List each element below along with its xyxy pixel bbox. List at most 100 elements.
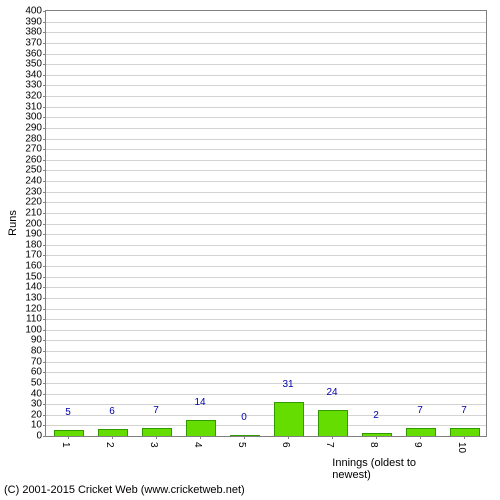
gridline bbox=[46, 224, 486, 225]
gridline bbox=[46, 319, 486, 320]
ytick-mark bbox=[43, 372, 46, 373]
ytick-label: 200 bbox=[25, 218, 42, 229]
gridline bbox=[46, 107, 486, 108]
ytick-mark bbox=[43, 192, 46, 193]
copyright-text: (C) 2001-2015 Cricket Web (www.cricketwe… bbox=[4, 484, 245, 496]
ytick-mark bbox=[43, 436, 46, 437]
ytick-mark bbox=[43, 54, 46, 55]
xtick-label: 6 bbox=[280, 442, 291, 448]
xtick-mark bbox=[244, 436, 245, 439]
gridline bbox=[46, 245, 486, 246]
gridline bbox=[46, 139, 486, 140]
ytick-mark bbox=[43, 85, 46, 86]
ytick-label: 270 bbox=[25, 144, 42, 155]
ytick-label: 120 bbox=[25, 303, 42, 314]
ytick-mark bbox=[43, 415, 46, 416]
gridline bbox=[46, 255, 486, 256]
gridline bbox=[46, 149, 486, 150]
ytick-mark bbox=[43, 266, 46, 267]
gridline bbox=[46, 128, 486, 129]
gridline bbox=[46, 117, 486, 118]
ytick-label: 150 bbox=[25, 271, 42, 282]
ytick-mark bbox=[43, 319, 46, 320]
ytick-mark bbox=[43, 404, 46, 405]
bar bbox=[406, 428, 437, 436]
ytick-label: 230 bbox=[25, 186, 42, 197]
gridline bbox=[46, 277, 486, 278]
xtick-mark bbox=[332, 436, 333, 439]
gridline bbox=[46, 372, 486, 373]
ytick-mark bbox=[43, 362, 46, 363]
ytick-label: 380 bbox=[25, 27, 42, 38]
ytick-label: 220 bbox=[25, 197, 42, 208]
gridline bbox=[46, 298, 486, 299]
bar bbox=[318, 410, 349, 437]
ytick-label: 190 bbox=[25, 229, 42, 240]
ytick-mark bbox=[43, 170, 46, 171]
xtick-label: 7 bbox=[324, 442, 335, 448]
gridline bbox=[46, 351, 486, 352]
ytick-mark bbox=[43, 287, 46, 288]
gridline bbox=[46, 287, 486, 288]
y-axis-label: Runs bbox=[7, 210, 19, 236]
xtick-label: 9 bbox=[412, 442, 423, 448]
gridline bbox=[46, 85, 486, 86]
ytick-label: 280 bbox=[25, 133, 42, 144]
ytick-label: 160 bbox=[25, 261, 42, 272]
ytick-mark bbox=[43, 224, 46, 225]
ytick-mark bbox=[43, 340, 46, 341]
gridline bbox=[46, 75, 486, 76]
ytick-label: 10 bbox=[31, 420, 42, 431]
bar-value-label: 7 bbox=[153, 405, 159, 416]
xtick-label: 1 bbox=[60, 442, 71, 448]
ytick-label: 390 bbox=[25, 16, 42, 27]
ytick-label: 80 bbox=[31, 346, 42, 357]
ytick-label: 310 bbox=[25, 101, 42, 112]
ytick-label: 400 bbox=[25, 6, 42, 17]
gridline bbox=[46, 340, 486, 341]
ytick-label: 170 bbox=[25, 250, 42, 261]
ytick-label: 70 bbox=[31, 356, 42, 367]
xtick-label: 4 bbox=[192, 442, 203, 448]
ytick-mark bbox=[43, 96, 46, 97]
ytick-label: 90 bbox=[31, 335, 42, 346]
gridline bbox=[46, 43, 486, 44]
ytick-label: 350 bbox=[25, 59, 42, 70]
xtick-mark bbox=[376, 436, 377, 439]
bar-value-label: 0 bbox=[241, 412, 247, 423]
xtick-mark bbox=[464, 436, 465, 439]
ytick-label: 20 bbox=[31, 409, 42, 420]
ytick-label: 50 bbox=[31, 377, 42, 388]
ytick-mark bbox=[43, 107, 46, 108]
gridline bbox=[46, 96, 486, 97]
bar-value-label: 7 bbox=[461, 405, 467, 416]
bar-value-label: 31 bbox=[282, 379, 293, 390]
ytick-mark bbox=[43, 277, 46, 278]
gridline bbox=[46, 394, 486, 395]
bar bbox=[142, 428, 173, 436]
ytick-label: 360 bbox=[25, 48, 42, 59]
ytick-mark bbox=[43, 213, 46, 214]
xtick-label: 8 bbox=[368, 442, 379, 448]
gridline bbox=[46, 22, 486, 23]
ytick-label: 300 bbox=[25, 112, 42, 123]
ytick-label: 180 bbox=[25, 239, 42, 250]
ytick-label: 260 bbox=[25, 154, 42, 165]
ytick-mark bbox=[43, 298, 46, 299]
xtick-mark bbox=[288, 436, 289, 439]
xtick-mark bbox=[156, 436, 157, 439]
bar-value-label: 14 bbox=[194, 397, 205, 408]
bar bbox=[98, 429, 129, 436]
gridline bbox=[46, 362, 486, 363]
xtick-label: 2 bbox=[104, 442, 115, 448]
gridline bbox=[46, 202, 486, 203]
gridline bbox=[46, 32, 486, 33]
bar-value-label: 24 bbox=[326, 387, 337, 398]
gridline bbox=[46, 170, 486, 171]
ytick-label: 130 bbox=[25, 292, 42, 303]
gridline bbox=[46, 64, 486, 65]
ytick-mark bbox=[43, 383, 46, 384]
ytick-label: 40 bbox=[31, 388, 42, 399]
xtick-mark bbox=[68, 436, 69, 439]
xtick-label: 10 bbox=[456, 442, 467, 453]
